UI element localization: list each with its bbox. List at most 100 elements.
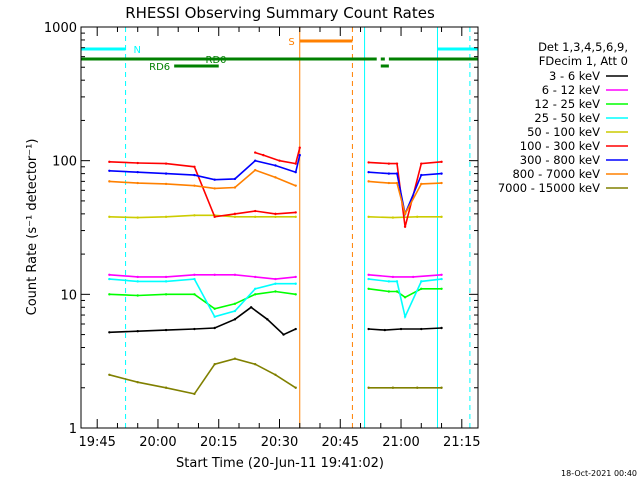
point-800-7000-kev-0-3 xyxy=(193,184,196,187)
flag-label-n: N xyxy=(134,45,141,56)
point-100-300-kev-0-8 xyxy=(294,211,297,214)
point-6-12-kev-0-2 xyxy=(164,275,168,279)
legend-label-7000-15000-kev: 7000 - 15000 keV xyxy=(498,181,600,195)
legend-header-line-2: FDecim 1, Att 0 xyxy=(539,54,628,68)
point-100-300-kev-0-7 xyxy=(274,212,277,216)
x-tick-label: 20:15 xyxy=(200,435,237,450)
point-7000-15000-kev-0-2 xyxy=(164,386,168,389)
point-25-50-kev-1-1 xyxy=(387,280,391,283)
point-7000-15000-kev-1-1 xyxy=(391,386,395,389)
point-3-6-kev-1-3 xyxy=(420,327,423,331)
plot-frame xyxy=(80,26,479,429)
point-12-25-kev-0-6 xyxy=(253,293,257,296)
point-800-7000-kev-1-0 xyxy=(367,180,370,183)
point-800-7000-kev-1-3 xyxy=(403,212,407,216)
series-6-12-kev-segment-1 xyxy=(368,274,442,278)
point-300-800-kev-1-4 xyxy=(420,173,423,177)
point-25-50-kev-1-3 xyxy=(403,315,407,318)
point-7000-15000-kev-0-1 xyxy=(136,381,139,384)
point-100-300-kev-2-4 xyxy=(420,162,423,165)
point-300-800-kev-0-4 xyxy=(213,178,216,181)
x-tick-label: 20:00 xyxy=(139,435,176,450)
point-50-100-kev-1-0 xyxy=(367,215,370,219)
point-50-100-kev-0-6 xyxy=(253,215,257,219)
point-50-100-kev-0-8 xyxy=(294,215,297,219)
point-3-6-kev-0-4 xyxy=(213,326,216,330)
point-25-50-kev-0-4 xyxy=(213,315,216,318)
point-100-300-kev-0-6 xyxy=(253,209,257,213)
point-800-7000-kev-1-4 xyxy=(420,182,423,186)
series-800-7000-kev-segment-1 xyxy=(368,180,442,217)
point-100-300-kev-0-4 xyxy=(213,215,216,219)
y-tick-label: 100 xyxy=(52,155,77,170)
point-6-12-kev-0-5 xyxy=(233,273,237,277)
point-7000-15000-kev-1-3 xyxy=(440,386,443,389)
point-100-300-kev-0-3 xyxy=(193,165,196,168)
point-7000-15000-kev-0-7 xyxy=(274,373,277,377)
point-300-800-kev-0-5 xyxy=(233,177,237,181)
point-800-7000-kev-0-1 xyxy=(136,181,139,185)
point-6-12-kev-1-2 xyxy=(411,275,415,279)
series-300-800-kev-segment-1 xyxy=(368,171,442,217)
point-100-300-kev-1-1 xyxy=(262,153,265,157)
point-50-100-kev-0-2 xyxy=(164,215,168,219)
legend-header-line-1: Det 1,3,4,5,6,9, xyxy=(538,40,628,54)
point-6-12-kev-1-1 xyxy=(391,275,395,279)
chart-title: RHESSI Observing Summary Count Rates xyxy=(125,4,435,22)
point-300-800-kev-1-2 xyxy=(395,172,399,175)
point-300-800-kev-0-1 xyxy=(136,170,139,174)
point-300-800-kev-0-3 xyxy=(193,173,196,177)
series-100-300-kev-segment-0 xyxy=(109,161,296,218)
point-25-50-kev-1-5 xyxy=(440,277,443,281)
point-100-300-kev-1-3 xyxy=(294,162,297,165)
x-tick-label: 20:30 xyxy=(261,435,298,450)
point-3-6-kev-0-7 xyxy=(266,318,269,321)
point-6-12-kev-0-0 xyxy=(108,273,111,277)
point-25-50-kev-0-1 xyxy=(136,280,139,283)
point-12-25-kev-1-3 xyxy=(403,296,407,299)
point-100-300-kev-2-0 xyxy=(367,161,370,164)
point-100-300-kev-0-2 xyxy=(164,162,168,165)
y-tick-label: 10 xyxy=(60,288,77,303)
point-300-800-kev-0-8 xyxy=(294,170,297,174)
point-6-12-kev-0-7 xyxy=(274,277,277,281)
point-25-50-kev-0-6 xyxy=(253,287,257,291)
point-100-300-kev-1-2 xyxy=(278,159,281,162)
point-300-800-kev-0-6 xyxy=(253,159,257,162)
point-25-50-kev-0-3 xyxy=(193,277,196,281)
point-3-6-kev-1-4 xyxy=(440,326,443,330)
point-300-800-kev-1-5 xyxy=(440,172,443,175)
point-300-800-kev-1-0 xyxy=(367,170,370,174)
point-50-100-kev-0-0 xyxy=(108,215,111,219)
legend-label-300-800-kev: 300 - 800 keV xyxy=(520,153,600,167)
point-12-25-kev-0-7 xyxy=(274,290,277,293)
series-25-50-kev-segment-1 xyxy=(368,278,442,320)
point-50-100-kev-1-2 xyxy=(416,215,419,219)
point-12-25-kev-1-4 xyxy=(420,287,423,291)
point-800-7000-kev-0-2 xyxy=(164,182,168,186)
point-800-7000-kev-0-8 xyxy=(294,184,297,187)
timestamp: 18-Oct-2021 00:40 xyxy=(561,469,637,478)
point-6-12-kev-0-3 xyxy=(193,273,196,277)
point-25-50-kev-1-4 xyxy=(420,280,423,283)
point-3-6-kev-0-5 xyxy=(233,318,237,321)
point-12-25-kev-1-1 xyxy=(387,290,391,293)
x-tick-label: 19:45 xyxy=(78,435,115,450)
point-3-6-kev-1-1 xyxy=(383,328,387,332)
point-800-7000-kev-1-5 xyxy=(440,181,443,185)
point-6-12-kev-0-1 xyxy=(136,275,139,279)
point-3-6-kev-0-9 xyxy=(294,327,297,331)
point-50-100-kev-0-3 xyxy=(193,214,196,217)
legend-label-100-300-kev: 100 - 300 keV xyxy=(520,139,600,153)
axis-layer: 1 10 100 1000 19:45 20:00 20:15 20:30 20:45 21:00… xyxy=(44,21,481,450)
flag-label-rd0: RD0 xyxy=(206,55,227,66)
flag-label-rd6: RD6 xyxy=(149,62,170,73)
x-axis-label: Start Time (20-Jun-11 19:41:02) xyxy=(176,456,384,471)
y-tick-label: 1000 xyxy=(44,21,77,36)
series-7000-15000-kev-segment-0 xyxy=(109,357,297,395)
point-300-800-kev-0-2 xyxy=(164,172,168,175)
series-100-300-kev-segment-1 xyxy=(254,147,301,165)
flag-label-s: S xyxy=(288,37,294,48)
point-6-12-kev-0-6 xyxy=(253,275,257,279)
